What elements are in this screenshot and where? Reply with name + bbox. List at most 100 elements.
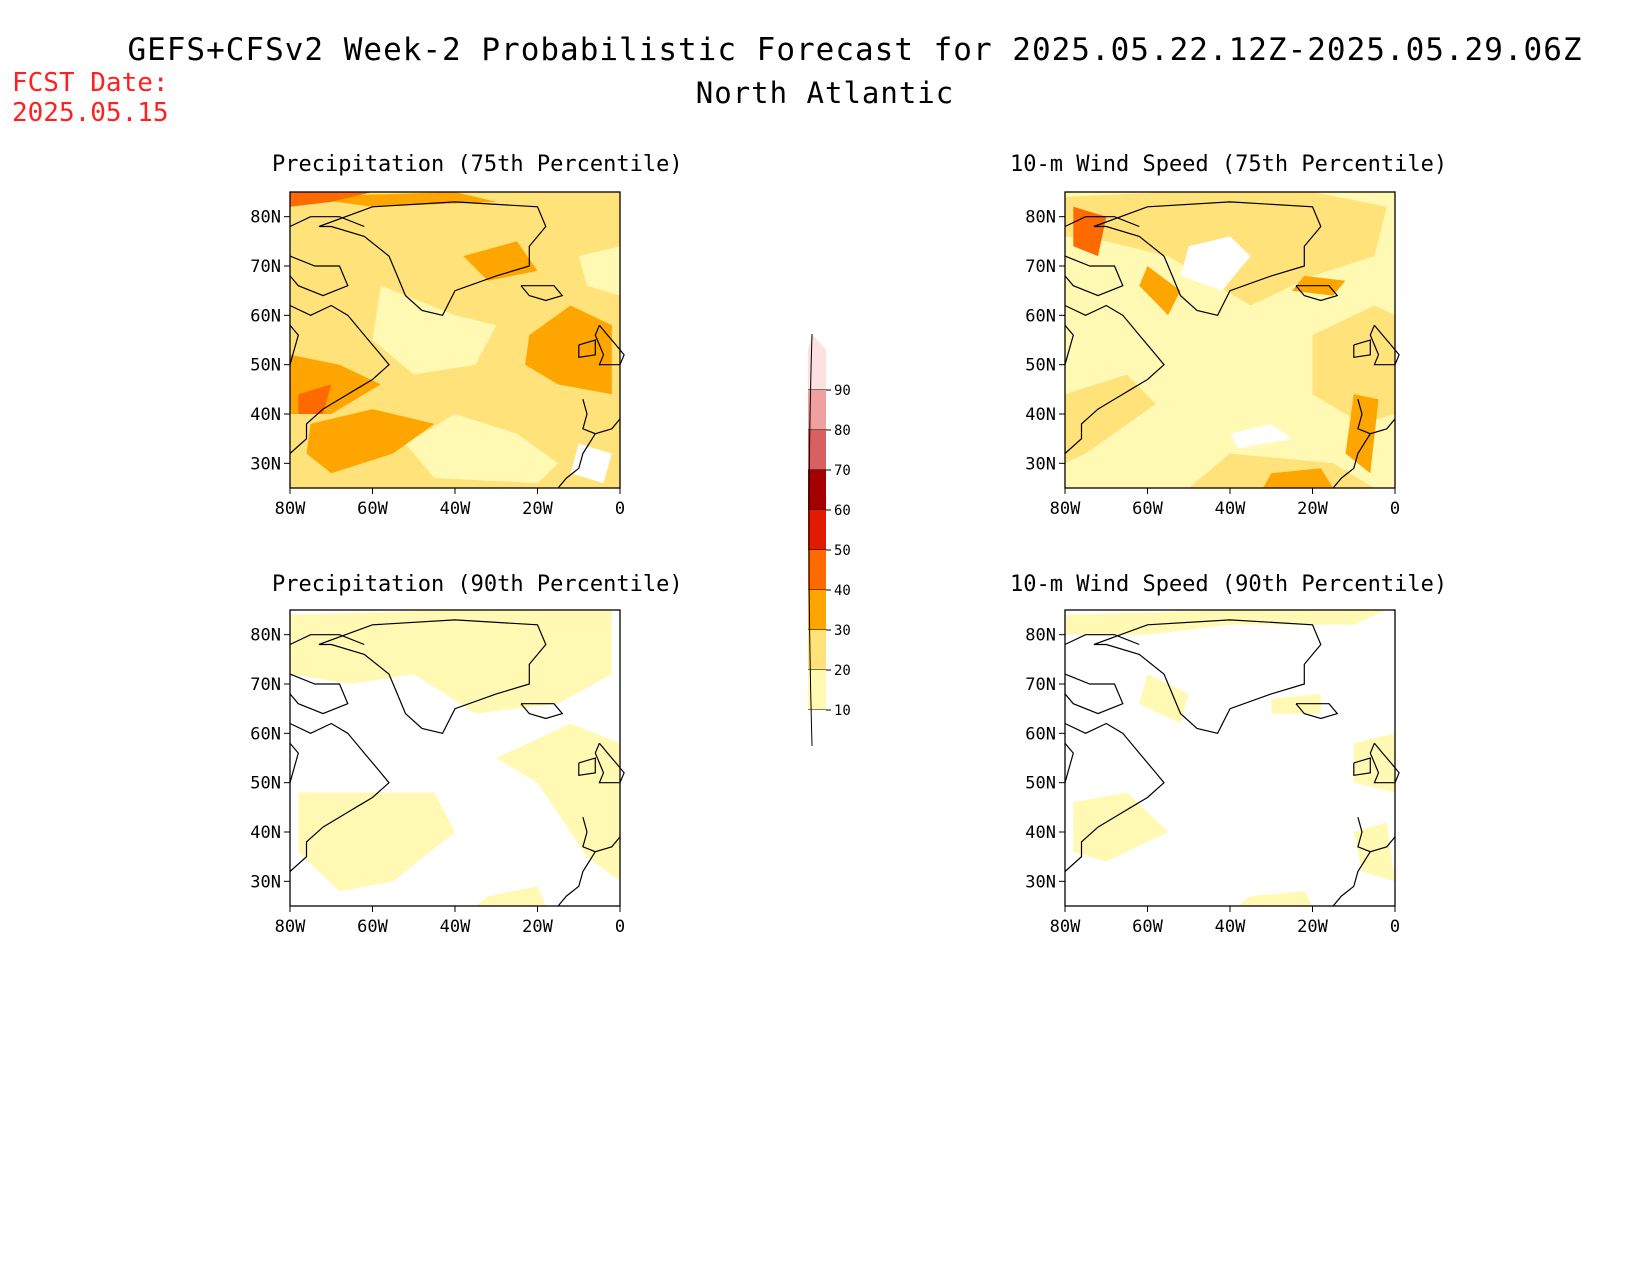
coastline (1064, 304, 1165, 454)
colorbar-outline (808, 333, 813, 747)
coastline (289, 634, 365, 646)
lon-tick-label: 0 (1390, 499, 1400, 519)
map-svg: 80N 70N 60N 50N 40N 30N 80W 60W 40W 20W 0 (250, 609, 625, 937)
colorbar-segment (808, 390, 826, 430)
shade-20-30 (1312, 305, 1395, 424)
map-panel-wind-75: 80N 70N 60N 50N 40N 30N 80W 60W 40W 20W 0 (975, 186, 1425, 530)
coastline (318, 201, 547, 316)
lat-tick-label: 70N (1025, 675, 1056, 695)
shade-30-40 (525, 305, 612, 395)
coastline (289, 742, 299, 783)
fcst-date-value: 2025.05.15 (12, 98, 169, 128)
coastline (594, 324, 625, 366)
coastline (520, 285, 564, 302)
colorbar-segment (808, 670, 826, 710)
colorbar-label: 50 (834, 543, 851, 559)
lon-tick-label: 20W (522, 917, 553, 937)
coastline (1295, 285, 1339, 302)
coastline (1295, 703, 1339, 720)
forecast-shading (290, 192, 620, 488)
fcst-date-label: FCST Date: (12, 68, 169, 98)
lon-tick-label: 0 (1390, 917, 1400, 937)
shade-30-40 (1345, 394, 1379, 474)
coastline (578, 757, 596, 776)
lat-tick-label: 40N (250, 405, 281, 425)
lon-tick-label: 60W (1132, 917, 1163, 937)
shade-10-20 (290, 610, 612, 714)
coastline (1064, 324, 1074, 365)
coastline (582, 399, 621, 435)
coastline (1064, 634, 1140, 646)
lon-tick-label: 0 (615, 499, 625, 519)
shade-10-20 (1139, 674, 1189, 724)
coastline (289, 673, 349, 715)
lat-tick-label: 50N (1025, 356, 1056, 376)
map-panel-wind-90: 80N 70N 60N 50N 40N 30N 80W 60W 40W 20W 0 (975, 604, 1425, 948)
lat-tick-label: 80N (1025, 626, 1056, 646)
map-svg: 80N 70N 60N 50N 40N 30N 80W 60W 40W 20W 0 (250, 191, 625, 519)
lat-tick-label: 70N (1025, 257, 1056, 277)
shade-below-10 (1065, 610, 1395, 906)
colorbar-label: 30 (834, 623, 851, 639)
coastline (1357, 817, 1396, 853)
colorbar-label: 40 (834, 583, 851, 599)
lat-tick-label: 60N (250, 306, 281, 326)
coastline (289, 216, 365, 228)
shade-40-50 (298, 384, 332, 414)
shade-below-10 (1180, 236, 1251, 291)
lat-tick-label: 70N (250, 257, 281, 277)
coastline (1064, 216, 1140, 228)
shade-10-20 (475, 886, 546, 906)
colorbar-segment (808, 590, 826, 630)
coastline (1064, 673, 1124, 715)
colorbar-segment (808, 470, 826, 510)
shade-below-10 (1230, 423, 1292, 449)
shade-10-20 (1065, 610, 1387, 635)
shade-30-40 (306, 409, 435, 474)
colorbar-legend: 90 80 70 60 50 40 30 20 10 (808, 330, 868, 764)
coastline (1353, 339, 1371, 358)
lon-tick-label: 0 (615, 917, 625, 937)
colorbar-label: 80 (834, 423, 851, 439)
coastline (582, 817, 621, 853)
coastline (578, 339, 596, 358)
lon-tick-label: 80W (1050, 917, 1081, 937)
shade-30-40 (1263, 468, 1334, 488)
colorbar-bottom-arrow (808, 710, 826, 746)
shade-10-20 (298, 792, 455, 892)
coastlines (1064, 619, 1400, 907)
lon-tick-label: 20W (1297, 499, 1328, 519)
colorbar-top-arrow (808, 334, 826, 350)
lon-tick-label: 20W (1297, 917, 1328, 937)
panel-title-wind-75: 10-m Wind Speed (75th Percentile) (1010, 152, 1448, 177)
lon-tick-label: 80W (275, 917, 306, 937)
lat-tick-label: 60N (1025, 306, 1056, 326)
coastline (1369, 742, 1400, 784)
lon-tick-label: 60W (357, 499, 388, 519)
lon-tick-label: 40W (440, 499, 471, 519)
coastline (1369, 324, 1400, 366)
coastline (289, 304, 390, 454)
region-title: North Atlantic (695, 76, 955, 110)
shade-30-40 (1139, 266, 1181, 316)
colorbar-label: 70 (834, 463, 851, 479)
coastline (1332, 433, 1371, 489)
lon-tick-label: 80W (1050, 499, 1081, 519)
coastline (1093, 201, 1322, 316)
lat-tick-label: 30N (250, 454, 281, 474)
lat-tick-label: 30N (1025, 872, 1056, 892)
shade-below-10 (570, 443, 612, 484)
coastlines (1064, 201, 1400, 489)
shade-10-20 (1353, 822, 1395, 882)
map-svg: 80N 70N 60N 50N 40N 30N 80W 60W 40W 20W 0 (1025, 191, 1400, 519)
lat-tick-label: 30N (1025, 454, 1056, 474)
colorbar-segment (808, 630, 826, 670)
colorbar-label: 60 (834, 503, 851, 519)
colorbar-segment (808, 350, 826, 390)
lon-tick-label: 80W (275, 499, 306, 519)
forecast-shading (1065, 192, 1395, 488)
lat-tick-label: 40N (1025, 405, 1056, 425)
coastline (1093, 619, 1322, 734)
map-svg: 80N 70N 60N 50N 40N 30N 80W 60W 40W 20W 0 (1025, 609, 1400, 937)
lon-tick-label: 40W (440, 917, 471, 937)
